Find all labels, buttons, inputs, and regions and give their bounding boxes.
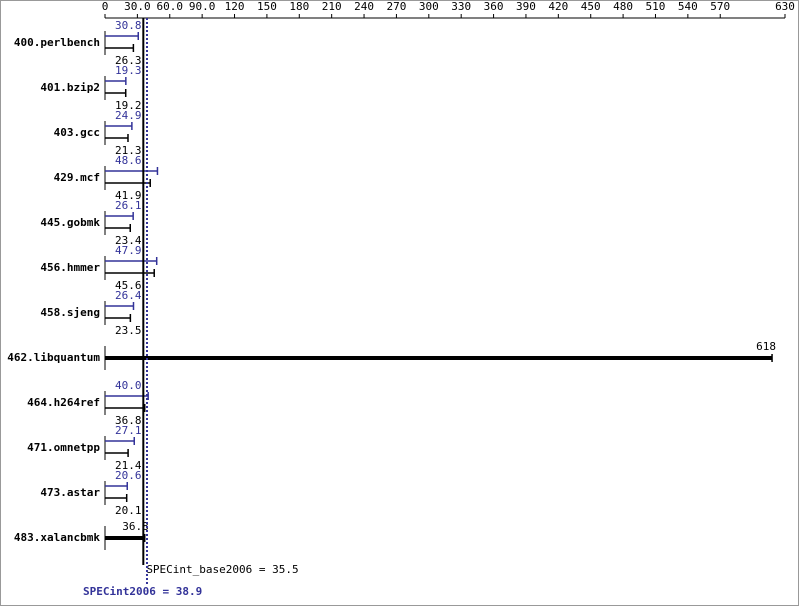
value-label: 30.8 xyxy=(115,19,142,32)
x-tick-label: 30.0 xyxy=(124,0,151,13)
x-tick-label: 150 xyxy=(257,0,277,13)
x-tick-label: 90.0 xyxy=(189,0,216,13)
x-tick-label: 390 xyxy=(516,0,536,13)
category-label: 473.astar xyxy=(40,486,100,499)
value-label: 45.6 xyxy=(115,279,142,292)
x-tick-label: 120 xyxy=(225,0,245,13)
value-label: 47.9 xyxy=(115,244,142,257)
x-tick-label: 450 xyxy=(581,0,601,13)
x-tick-label: 570 xyxy=(710,0,730,13)
value-label: 21.3 xyxy=(115,144,142,157)
value-label: 23.4 xyxy=(115,234,142,247)
value-label: 20.6 xyxy=(115,469,142,482)
category-label: 458.sjeng xyxy=(40,306,100,319)
x-tick-label: 240 xyxy=(354,0,374,13)
x-tick-label: 330 xyxy=(451,0,471,13)
value-label: 26.1 xyxy=(115,199,142,212)
x-tick-label: 420 xyxy=(548,0,568,13)
value-label: 19.2 xyxy=(115,99,142,112)
x-tick-label: 630 xyxy=(775,0,795,13)
value-label: 26.4 xyxy=(115,289,142,302)
value-label: 27.1 xyxy=(115,424,142,437)
value-label: 36.8 xyxy=(115,414,142,427)
category-label: 471.omnetpp xyxy=(27,441,100,454)
category-label: 462.libquantum xyxy=(7,351,100,364)
value-label: 26.3 xyxy=(115,54,142,67)
value-label: 23.5 xyxy=(115,324,142,337)
x-tick-label: 60.0 xyxy=(157,0,184,13)
value-label: 19.3 xyxy=(115,64,142,77)
value-label: 48.6 xyxy=(115,154,142,167)
value-label: 20.1 xyxy=(115,504,142,517)
category-label: 445.gobmk xyxy=(40,216,100,229)
x-tick-label: 180 xyxy=(289,0,309,13)
summary-label: SPECint2006 = 38.9 xyxy=(83,585,202,598)
value-label: 21.4 xyxy=(115,459,142,472)
value-label: 40.0 xyxy=(115,379,142,392)
category-label: 464.h264ref xyxy=(27,396,100,409)
category-label: 429.mcf xyxy=(54,171,100,184)
value-label: 618 xyxy=(756,340,776,353)
category-label: 400.perlbench xyxy=(14,36,100,49)
category-label: 401.bzip2 xyxy=(40,81,100,94)
x-tick-label: 540 xyxy=(678,0,698,13)
summary-label: SPECint_base2006 = 35.5 xyxy=(146,563,298,576)
x-tick-label: 510 xyxy=(646,0,666,13)
x-tick-label: 480 xyxy=(613,0,633,13)
category-label: 483.xalancbmk xyxy=(14,531,100,544)
category-label: 456.hmmer xyxy=(40,261,100,274)
value-label: 36.8 xyxy=(122,520,149,533)
x-tick-label: 0 xyxy=(102,0,109,13)
value-label: 41.9 xyxy=(115,189,142,202)
x-tick-label: 210 xyxy=(322,0,342,13)
x-tick-label: 360 xyxy=(484,0,504,13)
x-tick-label: 300 xyxy=(419,0,439,13)
x-tick-label: 270 xyxy=(386,0,406,13)
category-label: 403.gcc xyxy=(54,126,100,139)
value-label: 24.9 xyxy=(115,109,142,122)
